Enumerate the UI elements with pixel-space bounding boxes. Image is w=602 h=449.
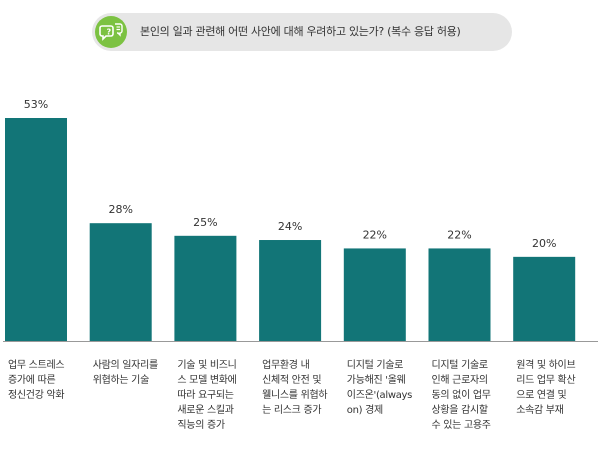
value-label: 25% <box>193 216 217 229</box>
question-text: 본인의 일과 관련해 어떤 사안에 대해 우려하고 있는가? (복수 응답 허용… <box>140 25 461 38</box>
svg-text:?: ? <box>107 28 112 37</box>
bar <box>174 235 237 341</box>
value-label: 28% <box>108 203 132 216</box>
value-label: 20% <box>532 237 556 250</box>
category-label: 업무환경 내 신체적 안전 및 웰니스를 위협하 는 리스크 증가 <box>262 360 328 416</box>
value-label: 53% <box>24 98 48 111</box>
value-label: 24% <box>278 220 302 233</box>
category-label: 디지털 기술로 인해 근로자의 동의 없이 업무 상황을 감시할 수 있는 고용… <box>431 360 491 431</box>
category-label: 사람의 일자리를 위협하는 기술 <box>92 360 158 386</box>
bar <box>5 118 67 341</box>
bar <box>89 223 152 341</box>
category-label: 업무 스트레스 증가에 따른 정신건강 악화 <box>8 360 65 401</box>
category-label: 기술 및 비즈니 스 모델 변화에 따라 요구되는 새로운 스킬과 직능의 증가 <box>177 360 237 431</box>
category-label: 디지털 기술로 가능해진 '올웨 이즈온'(always on) 경제 <box>346 360 413 416</box>
value-label: 22% <box>447 228 471 241</box>
bar <box>259 240 322 341</box>
bar <box>513 256 576 341</box>
question-banner <box>92 13 512 51</box>
bar <box>428 248 491 341</box>
bar <box>343 248 406 341</box>
category-label: 원격 및 하이브 리드 업무 확산 으로 연결 및 소속감 부재 <box>516 360 576 416</box>
value-label: 22% <box>363 228 387 241</box>
speech-bubble-question-icon: ? <box>95 16 127 48</box>
